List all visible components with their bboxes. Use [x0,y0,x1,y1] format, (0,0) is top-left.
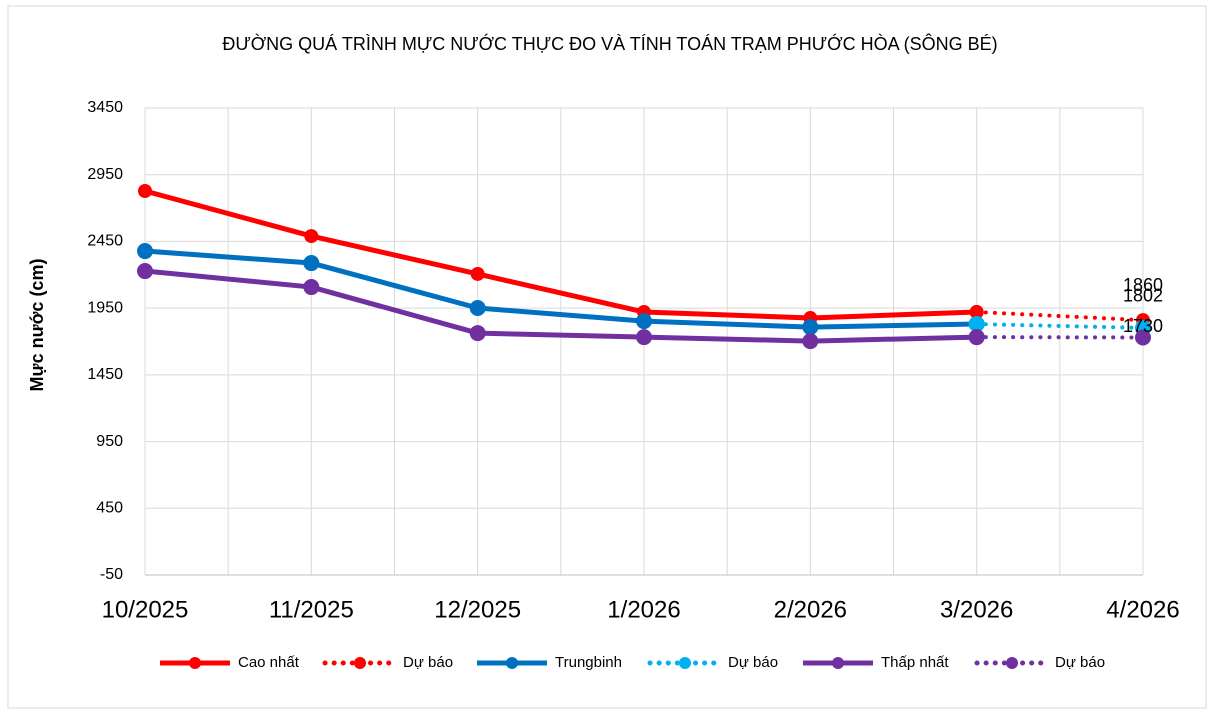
data-point [470,325,486,341]
y-tick-label: 2450 [87,233,123,250]
y-tick-label: 3450 [87,99,123,116]
legend-marker [1006,657,1018,669]
y-tick-label: 2950 [87,166,123,183]
data-point [304,229,318,243]
y-tick-label: 1450 [87,366,123,383]
data-point [138,184,152,198]
legend-marker [189,657,201,669]
y-tick-label: 950 [96,433,123,450]
data-point [471,267,485,281]
x-tick-label: 12/2025 [434,596,521,623]
legend-label: Trungbinh [555,654,622,671]
y-tick-label: 450 [96,500,123,517]
y-axis-label: Mực nước (cm) [27,259,47,392]
data-point [636,313,652,329]
data-point [802,319,818,335]
x-tick-label: 11/2025 [269,596,354,623]
data-label: 1730 [1123,316,1163,336]
legend-label: Cao nhất [238,654,300,671]
legend-marker [506,657,518,669]
y-tick-label: -50 [100,566,123,583]
chart-title: ĐƯỜNG QUÁ TRÌNH MỰC NƯỚC THỰC ĐO VÀ TÍNH… [222,33,997,54]
x-tick-label: 10/2025 [102,596,189,623]
legend-marker [679,657,691,669]
x-tick-label: 4/2026 [1106,596,1179,623]
legend-marker [354,657,366,669]
x-tick-label: 1/2026 [607,596,680,623]
x-tick-label: 3/2026 [940,596,1013,623]
data-point [470,300,486,316]
x-tick-label: 2/2026 [774,596,847,623]
legend-label: Dự báo [403,654,453,671]
legend-label: Dự báo [728,654,778,671]
data-point [303,255,319,271]
y-tick-label: 1950 [87,299,123,316]
data-point [802,333,818,349]
legend-marker [832,657,844,669]
data-point [137,263,153,279]
data-point [303,279,319,295]
data-point [636,329,652,345]
legend-label: Dự báo [1055,654,1105,671]
data-point [969,329,985,345]
data-label: 1802 [1123,286,1163,306]
legend-label: Thấp nhất [881,654,949,671]
data-point [137,243,153,259]
